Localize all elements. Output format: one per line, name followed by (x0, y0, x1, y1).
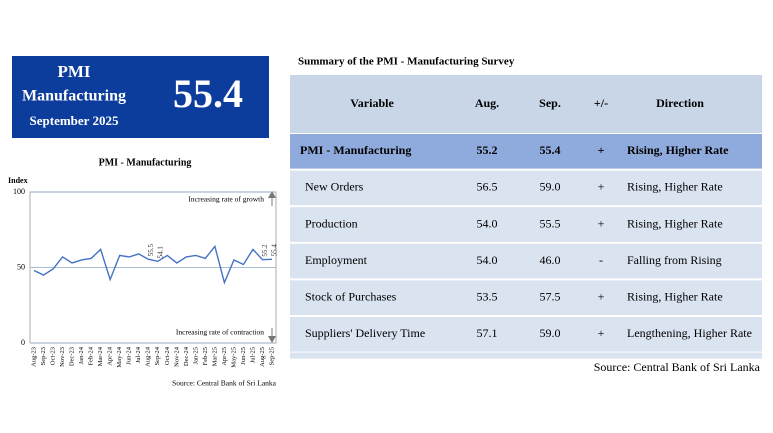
table-cell: Rising, Higher Rate (627, 143, 729, 157)
table-header-bg (290, 75, 762, 133)
table-cell: + (598, 216, 605, 230)
annotation: Increasing rate of growth (188, 195, 264, 204)
table-cell: PMI - Manufacturing (300, 143, 411, 157)
table-cell: Stock of Purchases (305, 289, 397, 303)
x-tick-label: Jan-24 (78, 346, 85, 364)
table-cell: 54.0 (477, 216, 498, 230)
arrow-up-head (268, 191, 276, 198)
x-tick-label: Jul-25 (249, 347, 256, 363)
box-title: PMI (57, 62, 90, 81)
table-cell: Lengthening, Higher Rate (627, 326, 752, 340)
table-cell: 54.0 (477, 253, 498, 267)
table-cell: + (598, 180, 605, 194)
table-cell: 59.0 (540, 180, 561, 194)
column-header: Direction (656, 96, 704, 110)
table-cell: 53.5 (477, 289, 498, 303)
table-cell: Employment (305, 253, 368, 267)
table-row-bg (290, 243, 762, 279)
y-tick-label: 50 (17, 262, 25, 271)
x-tick-label: Aug-24 (145, 346, 152, 367)
arrow-down-head (268, 336, 276, 343)
data-label: 54.1 (156, 246, 164, 259)
box-value: 55.4 (173, 71, 243, 116)
x-tick-label: Jun-24 (126, 346, 133, 364)
data-label: 55.4 (271, 244, 279, 257)
x-tick-label: Aug-25 (259, 347, 266, 367)
x-tick-label: May-25 (230, 347, 237, 368)
table-cell: 56.5 (477, 180, 498, 194)
table-row-bg (290, 170, 762, 206)
column-header: Aug. (475, 96, 499, 110)
x-tick-label: Apr-24 (107, 346, 114, 365)
table-cell: Falling from Rising (627, 253, 722, 267)
table-cell: 46.0 (540, 253, 561, 267)
x-tick-label: Mar-24 (97, 346, 104, 366)
x-tick-label: Dec-24 (183, 346, 190, 366)
table-cell: 57.1 (477, 326, 498, 340)
column-header: Variable (350, 96, 394, 110)
table-cell: 55.2 (477, 143, 498, 157)
line (33, 244, 273, 285)
table-row-bg (290, 207, 762, 242)
data-label: 55.5 (147, 243, 155, 256)
table-row-bg (290, 134, 762, 169)
table-cell: + (598, 143, 605, 157)
table-title: Summary of the PMI - Manufacturing Surve… (298, 56, 515, 68)
box-period: September 2025 (30, 113, 119, 128)
table-cell: - (599, 253, 603, 267)
data-label: 55.2 (261, 244, 269, 257)
x-tick-label: Aug-23 (30, 347, 37, 367)
x-tick-label: Nov-24 (173, 346, 180, 367)
table-cell: + (598, 289, 605, 303)
table-cell: Rising, Higher Rate (627, 180, 723, 194)
x-tick-label: Sep-23 (40, 347, 47, 365)
table-bottom-bg (290, 352, 762, 359)
table-cell: Rising, Higher Rate (627, 289, 723, 303)
x-tick-label: Oct-23 (50, 347, 57, 365)
x-tick-label: Apr-25 (221, 347, 228, 366)
x-tick-label: Jun-25 (240, 347, 247, 365)
box-subtitle: Manufacturing (22, 88, 126, 105)
table-cell: Suppliers' Delivery Time (305, 326, 425, 340)
chart-source: Source: Central Bank of Sri Lanka (172, 379, 277, 388)
table-cell: 55.4 (540, 143, 561, 157)
annotation: Increasing rate of contraction (176, 328, 264, 337)
x-tick-label: Feb-25 (202, 347, 209, 365)
table-row-bg (290, 280, 762, 315)
table-cell: 59.0 (540, 326, 561, 340)
x-tick-label: May-24 (116, 346, 123, 367)
table-source: Source: Central Bank of Sri Lanka (594, 360, 761, 374)
x-tick-label: Nov-23 (59, 347, 66, 367)
pmi-box (12, 56, 269, 138)
table-cell: Rising, Higher Rate (627, 216, 723, 230)
x-tick-label: Jul-24 (135, 346, 142, 363)
x-tick-label: Feb-24 (88, 346, 95, 365)
table-cell: 57.5 (540, 289, 561, 303)
column-header: +/- (594, 96, 608, 110)
chart-title: PMI - Manufacturing (99, 157, 192, 168)
table-cell: New Orders (305, 180, 364, 194)
x-tick-label: Dec-23 (69, 347, 76, 366)
x-tick-label: Jan-25 (192, 347, 199, 364)
table-cell: + (598, 326, 605, 340)
x-tick-label: Mar-25 (211, 347, 218, 366)
x-tick-label: Sep-24 (154, 346, 161, 365)
table-cell: Production (305, 216, 358, 230)
x-tick-label: Sep-25 (268, 347, 275, 365)
y-axis-label: Index (8, 176, 28, 185)
x-tick-label: Oct-24 (164, 346, 171, 365)
table-row-bg (290, 317, 762, 352)
column-header: Sep. (539, 96, 561, 110)
y-tick-label: 0 (21, 338, 25, 347)
y-tick-label: 100 (13, 187, 25, 196)
table-cell: 55.5 (540, 216, 561, 230)
